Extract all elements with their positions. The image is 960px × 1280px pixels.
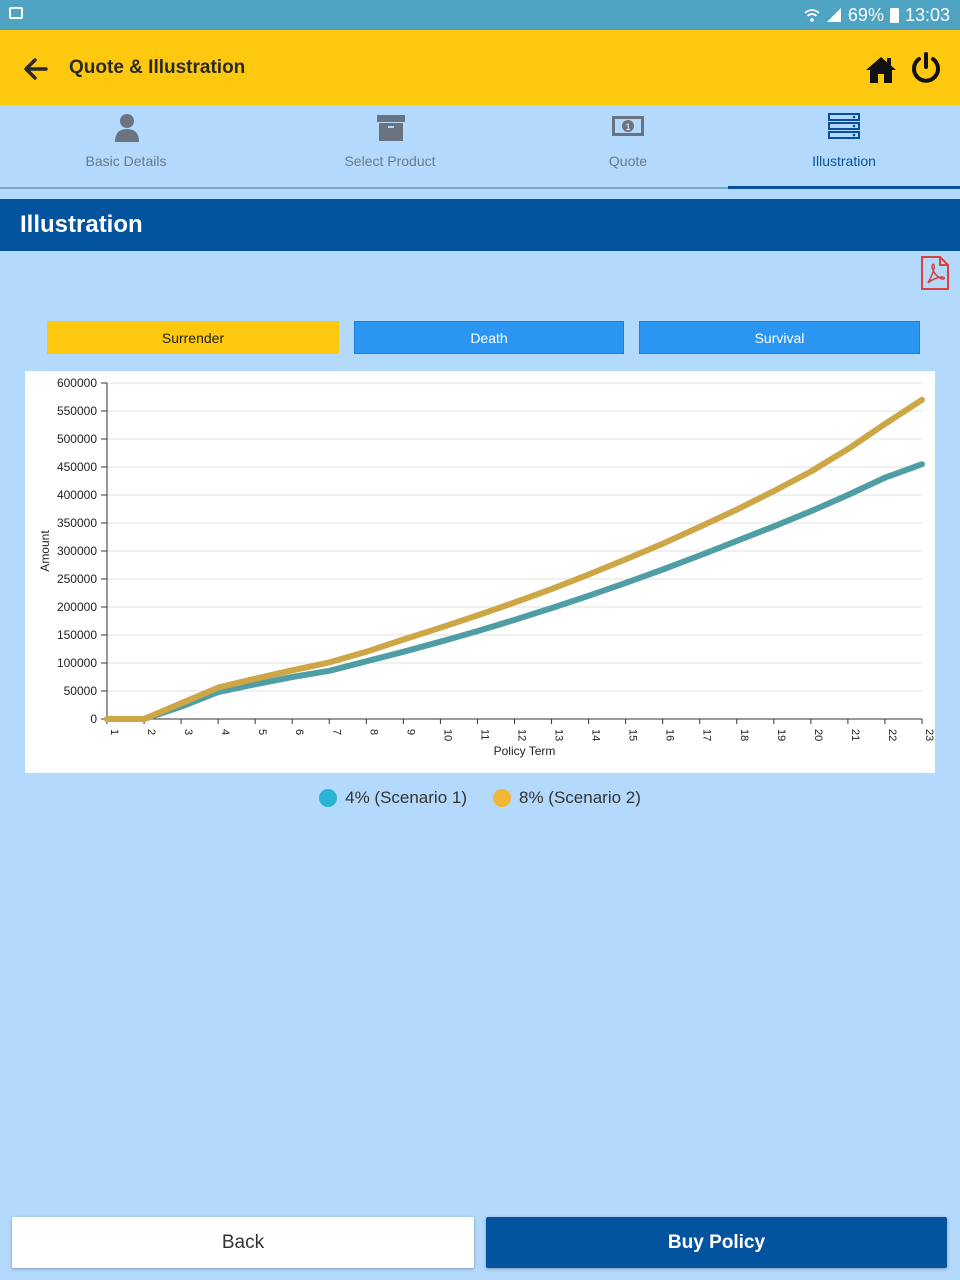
signal-icon — [826, 8, 841, 22]
x-tick-label: 11 — [478, 729, 490, 740]
y-tick-label: 300000 — [57, 544, 97, 558]
death-tab-button[interactable]: Death — [354, 321, 624, 354]
y-tick-label: 400000 — [57, 488, 97, 502]
series-line-1 — [104, 461, 925, 722]
section-header: Illustration — [0, 199, 960, 251]
tab-illustration[interactable]: Illustration — [728, 105, 960, 189]
legend-label: 4% (Scenario 1) — [345, 788, 467, 807]
y-tick-label: 500000 — [57, 432, 97, 446]
x-tick-label: 6 — [293, 729, 305, 735]
buy-policy-button[interactable]: Buy Policy — [486, 1217, 947, 1268]
tab-basic-details[interactable]: Basic Details — [26, 105, 226, 187]
x-tick-label: 10 — [441, 729, 453, 741]
y-tick-label: 100000 — [57, 656, 97, 670]
section-title: Illustration — [20, 211, 143, 238]
chart-svg: 0500001000001500002000002500003000003500… — [38, 376, 935, 758]
x-tick-label: 17 — [701, 729, 713, 741]
app-title: Quote & Illustration — [69, 57, 246, 78]
x-tick-label: 2 — [145, 729, 157, 735]
x-tick-label: 1 — [108, 729, 120, 735]
x-tick-label: 5 — [256, 729, 268, 735]
tab-label: Select Product — [344, 153, 436, 169]
survival-tab-button[interactable]: Survival — [639, 321, 920, 354]
tab-select-product[interactable]: Select Product — [290, 105, 490, 187]
status-bar: 69% 13:03 — [0, 0, 960, 30]
x-tick-label: 3 — [182, 729, 194, 735]
x-tick-label: 15 — [627, 729, 639, 741]
legend-item-scenario-1: 4% (Scenario 1) — [319, 788, 467, 808]
x-tick-label: 7 — [330, 729, 342, 735]
tab-label: Quote — [608, 153, 648, 169]
pdf-icon[interactable] — [920, 256, 950, 290]
x-tick-label: 23 — [923, 729, 935, 741]
y-tick-label: 250000 — [57, 572, 97, 586]
x-tick-label: 14 — [590, 729, 602, 741]
tab-quote[interactable]: 1 Quote — [528, 105, 728, 187]
y-tick-label: 600000 — [57, 376, 97, 390]
status-right: 69% 13:03 — [804, 4, 950, 26]
y-tick-label: 350000 — [57, 516, 97, 530]
y-tick-label: 550000 — [57, 404, 97, 418]
legend-dot — [319, 789, 338, 807]
legend-item-scenario-2: 8% (Scenario 2) — [493, 788, 641, 808]
back-arrow-icon[interactable] — [20, 53, 52, 85]
y-tick-label: 150000 — [57, 628, 97, 642]
series-line-2 — [104, 396, 925, 722]
battery-icon — [889, 7, 899, 23]
gallery-icon — [9, 7, 23, 19]
step-tabs: Basic Details Select Product 1 Quote Ill… — [0, 105, 960, 189]
x-axis-title: Policy Term — [494, 744, 556, 758]
server-list-icon — [828, 113, 860, 139]
x-tick-label: 21 — [849, 729, 861, 741]
money-icon: 1 — [612, 116, 644, 136]
x-tick-label: 19 — [775, 729, 787, 741]
back-button[interactable]: Back — [12, 1217, 474, 1268]
clock: 13:03 — [904, 4, 950, 25]
y-tick-label: 50000 — [64, 684, 98, 698]
x-tick-label: 4 — [219, 729, 231, 735]
illustration-chart: 0 50000 100000 150000 200000 250000 300000 3500… — [25, 371, 935, 773]
x-tick-label: 12 — [516, 729, 528, 741]
wifi-icon — [804, 9, 820, 22]
y-axis-title: Amount — [38, 530, 52, 572]
home-icon[interactable] — [864, 53, 898, 87]
chart-legend: 4% (Scenario 1) 8% (Scenario 2) — [0, 786, 960, 810]
x-tick-label: 20 — [812, 729, 824, 741]
legend-label: 8% (Scenario 2) — [519, 788, 641, 807]
y-tick-label: 450000 — [57, 460, 97, 474]
legend-dot — [493, 789, 511, 807]
power-icon[interactable] — [908, 50, 944, 86]
svg-text:1: 1 — [625, 122, 630, 132]
x-tick-label: 18 — [738, 729, 750, 741]
x-tick-label: 22 — [886, 729, 898, 741]
person-icon — [115, 114, 139, 142]
x-tick-label: 9 — [404, 729, 416, 735]
y-tick-label: 0 — [90, 712, 97, 726]
tab-label: Illustration — [812, 153, 876, 169]
tab-label: Basic Details — [85, 153, 167, 169]
x-tick-label: 13 — [553, 729, 565, 741]
x-tick-label: 16 — [664, 729, 676, 741]
archive-box-icon — [377, 115, 405, 141]
x-tick-label: 8 — [367, 729, 379, 735]
app-bar: Quote & Illustration — [0, 30, 960, 105]
surrender-tab-button[interactable]: Surrender — [47, 321, 339, 354]
y-tick-label: 200000 — [57, 600, 97, 614]
battery-percent: 69% — [847, 4, 884, 25]
